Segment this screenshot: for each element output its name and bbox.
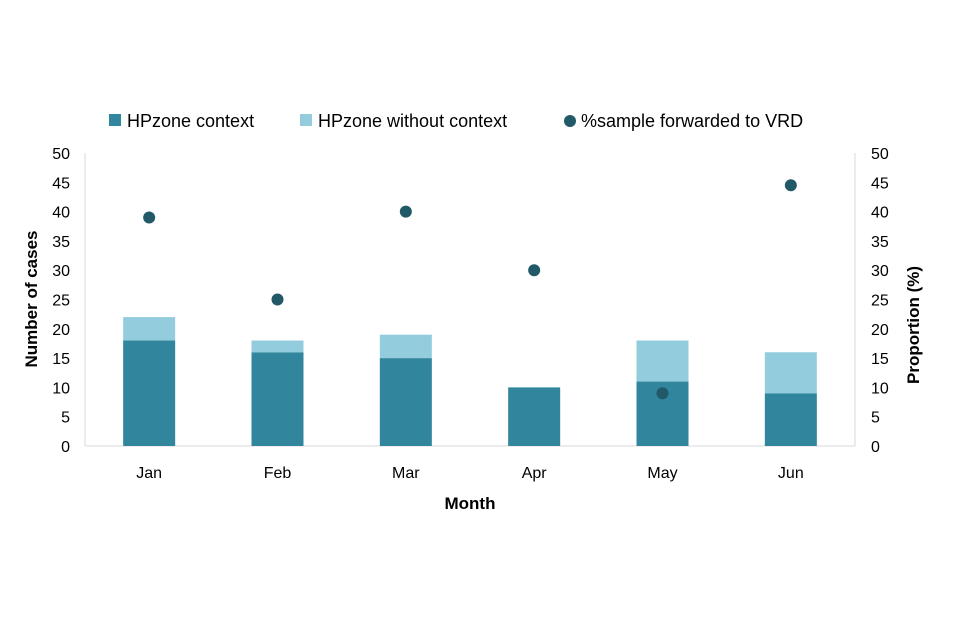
legend-label-hpzone-without-context: HPzone without context bbox=[318, 111, 507, 131]
y2-tick-label: 40 bbox=[871, 205, 889, 222]
point-sample-forwarded-apr bbox=[528, 264, 541, 277]
bar-hpzone-context-jan bbox=[123, 340, 176, 446]
legend: HPzone context HPzone without context %s… bbox=[109, 111, 803, 131]
bar-hpzone-without-context-mar bbox=[379, 334, 432, 359]
y-tick-label: 0 bbox=[61, 439, 70, 456]
y-tick-label: 5 bbox=[61, 410, 70, 427]
legend-label-hpzone-context: HPzone context bbox=[127, 111, 254, 131]
bar-hpzone-without-context-feb bbox=[251, 340, 304, 353]
bar-hpzone-without-context-may bbox=[636, 340, 689, 382]
bars bbox=[123, 317, 817, 446]
x-tick-label-jun: Jun bbox=[778, 465, 804, 482]
y2-tick-label: 5 bbox=[871, 410, 880, 427]
x-tick-label-apr: Apr bbox=[522, 465, 548, 482]
y-tick-label: 20 bbox=[52, 322, 70, 339]
point-sample-forwarded-feb bbox=[271, 293, 284, 306]
y2-tick-label: 50 bbox=[871, 146, 889, 163]
x-tick-label-mar: Mar bbox=[392, 465, 420, 482]
x-tick-labels: Jan Feb Mar Apr May Jun bbox=[136, 465, 803, 482]
point-sample-forwarded-may bbox=[656, 387, 669, 400]
y2-tick-label: 25 bbox=[871, 293, 889, 310]
y-tick-label: 10 bbox=[52, 380, 70, 397]
y-axis-title: Number of cases bbox=[22, 231, 41, 368]
bar-hpzone-without-context-jun bbox=[764, 352, 817, 394]
y2-tick-label: 0 bbox=[871, 439, 880, 456]
right-tick-labels: 0 5 10 15 20 25 30 35 40 45 50 bbox=[871, 146, 889, 456]
y2-tick-label: 35 bbox=[871, 234, 889, 251]
bar-hpzone-without-context-jan bbox=[123, 317, 176, 341]
bar-hpzone-context-apr bbox=[508, 387, 561, 446]
y-tick-label: 25 bbox=[52, 293, 70, 310]
y2-tick-label: 45 bbox=[871, 175, 889, 192]
y2-tick-label: 10 bbox=[871, 380, 889, 397]
point-sample-forwarded-jan bbox=[143, 211, 156, 224]
y-tick-label: 45 bbox=[52, 175, 70, 192]
y-tick-label: 35 bbox=[52, 234, 70, 251]
y2-tick-label: 15 bbox=[871, 351, 889, 368]
y-tick-label: 40 bbox=[52, 205, 70, 222]
left-tick-labels: 0 5 10 15 20 25 30 35 40 45 50 bbox=[52, 146, 70, 456]
y2-axis-title: Proportion (%) bbox=[904, 266, 923, 384]
points bbox=[143, 179, 797, 400]
point-sample-forwarded-jun bbox=[784, 179, 797, 192]
y2-tick-label: 20 bbox=[871, 322, 889, 339]
y-tick-label: 30 bbox=[52, 263, 70, 280]
legend-marker-sample-forwarded bbox=[564, 115, 576, 127]
axes bbox=[84, 153, 856, 447]
x-tick-label-feb: Feb bbox=[264, 465, 292, 482]
bar-hpzone-context-jun bbox=[764, 393, 817, 446]
bar-hpzone-context-feb bbox=[251, 352, 304, 446]
bar-hpzone-context-mar bbox=[379, 358, 432, 446]
legend-label-sample-forwarded: %sample forwarded to VRD bbox=[581, 111, 803, 131]
point-sample-forwarded-mar bbox=[399, 205, 412, 218]
y-tick-label: 50 bbox=[52, 146, 70, 163]
x-tick-label-jan: Jan bbox=[136, 465, 162, 482]
y2-tick-label: 30 bbox=[871, 263, 889, 280]
legend-swatch-hpzone-context bbox=[109, 114, 121, 126]
legend-swatch-hpzone-without-context bbox=[300, 114, 312, 126]
x-axis-title: Month bbox=[445, 494, 496, 513]
x-tick-label-may: May bbox=[647, 465, 677, 482]
y-tick-label: 15 bbox=[52, 351, 70, 368]
